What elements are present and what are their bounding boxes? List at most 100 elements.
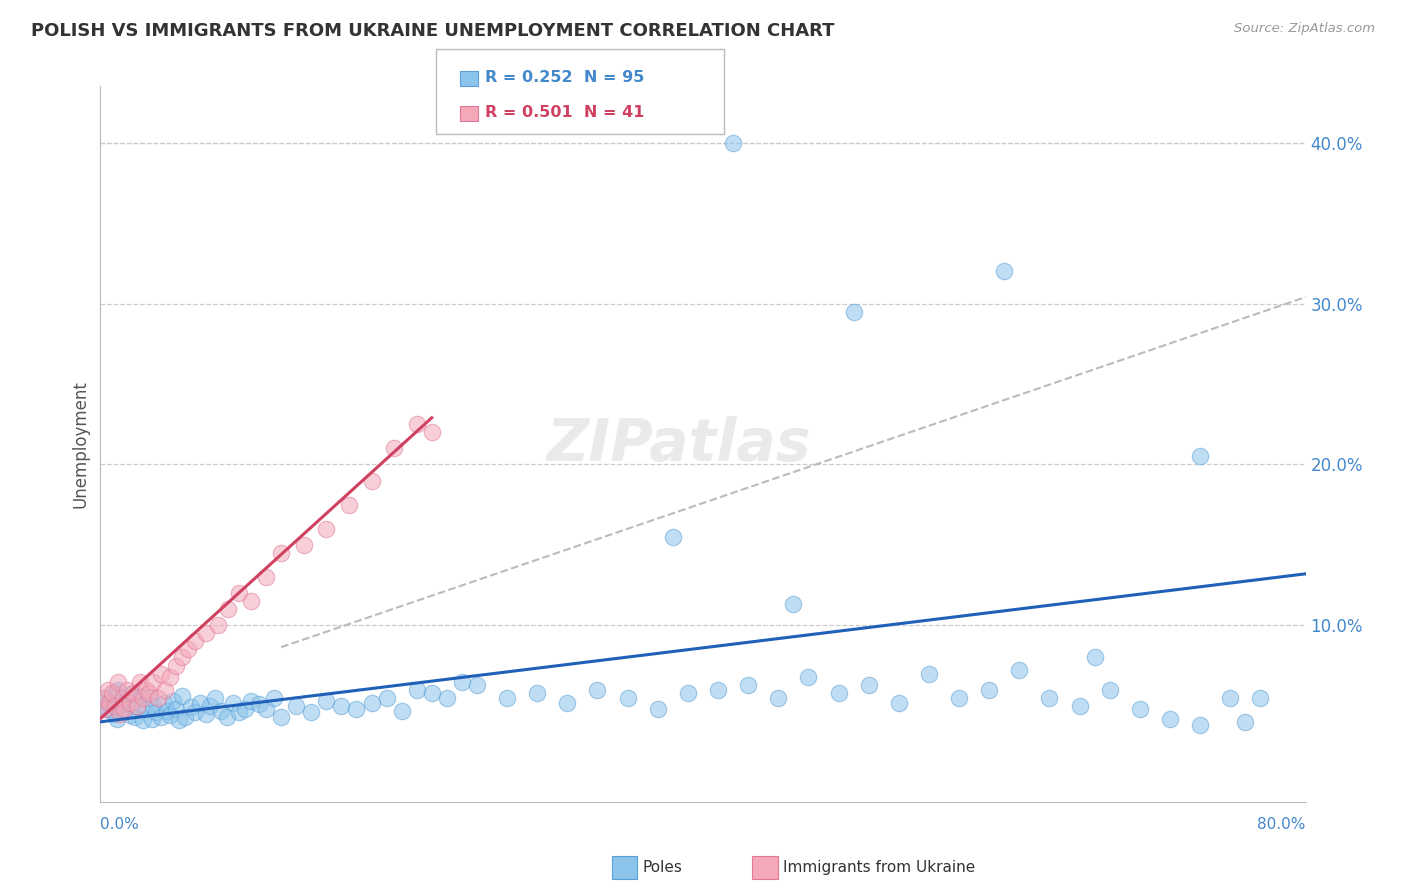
- Point: [1159, 712, 1181, 726]
- Point: [240, 694, 263, 708]
- Point: [114, 702, 136, 716]
- Point: [131, 713, 153, 727]
- Point: [721, 136, 744, 150]
- Point: [120, 708, 142, 723]
- Text: POLISH VS IMMIGRANTS FROM UKRAINE UNEMPLOYMENT CORRELATION CHART: POLISH VS IMMIGRANTS FROM UKRAINE UNEMPL…: [31, 22, 834, 40]
- Point: [993, 264, 1015, 278]
- Point: [152, 696, 174, 710]
- Point: [104, 686, 127, 700]
- Point: [120, 696, 142, 710]
- Point: [768, 690, 790, 705]
- Point: [948, 690, 970, 705]
- Point: [247, 697, 270, 711]
- Point: [647, 702, 669, 716]
- Point: [135, 682, 157, 697]
- Point: [159, 708, 181, 723]
- Text: ZIPatlas: ZIPatlas: [547, 416, 811, 473]
- Point: [159, 670, 181, 684]
- Point: [436, 690, 458, 705]
- Point: [451, 674, 474, 689]
- Point: [165, 658, 187, 673]
- Point: [586, 682, 609, 697]
- Point: [1008, 664, 1031, 678]
- Point: [207, 618, 229, 632]
- Point: [1098, 682, 1121, 697]
- Point: [138, 690, 160, 705]
- Point: [200, 698, 222, 713]
- Point: [616, 690, 638, 705]
- Point: [233, 702, 256, 716]
- Point: [98, 696, 121, 710]
- Point: [254, 570, 277, 584]
- Point: [100, 696, 122, 710]
- Point: [90, 690, 112, 705]
- Point: [97, 702, 120, 716]
- Point: [177, 642, 200, 657]
- Point: [111, 694, 134, 708]
- Point: [1189, 450, 1212, 464]
- Text: R = 0.252  N = 95: R = 0.252 N = 95: [485, 70, 644, 86]
- Point: [979, 682, 1001, 697]
- Point: [285, 698, 308, 713]
- Point: [129, 689, 152, 703]
- Point: [346, 702, 368, 716]
- Point: [194, 626, 217, 640]
- Point: [125, 698, 148, 713]
- Point: [270, 710, 292, 724]
- Point: [97, 682, 120, 697]
- Point: [375, 690, 398, 705]
- Point: [162, 694, 184, 708]
- Point: [188, 696, 211, 710]
- Point: [117, 697, 139, 711]
- Point: [1129, 702, 1152, 716]
- Point: [1084, 650, 1107, 665]
- Point: [209, 704, 232, 718]
- Point: [105, 712, 128, 726]
- Point: [382, 442, 405, 456]
- Point: [167, 713, 190, 727]
- Point: [782, 598, 804, 612]
- Text: 80.0%: 80.0%: [1257, 817, 1306, 831]
- Point: [1038, 690, 1060, 705]
- Point: [263, 690, 285, 705]
- Text: Source: ZipAtlas.com: Source: ZipAtlas.com: [1234, 22, 1375, 36]
- Point: [270, 546, 292, 560]
- Point: [142, 698, 165, 713]
- Point: [138, 686, 160, 700]
- Point: [107, 682, 129, 697]
- Point: [142, 674, 165, 689]
- Point: [131, 690, 153, 705]
- Y-axis label: Unemployment: Unemployment: [72, 380, 89, 508]
- Point: [240, 594, 263, 608]
- Point: [122, 686, 145, 700]
- Point: [156, 704, 179, 718]
- Point: [165, 702, 187, 716]
- Point: [128, 674, 150, 689]
- Point: [1069, 698, 1091, 713]
- Point: [842, 304, 865, 318]
- Point: [465, 678, 488, 692]
- Point: [707, 682, 730, 697]
- Point: [111, 690, 134, 705]
- Text: R = 0.501  N = 41: R = 0.501 N = 41: [485, 105, 644, 120]
- Point: [141, 712, 163, 726]
- Point: [108, 706, 131, 721]
- Point: [676, 686, 699, 700]
- Point: [149, 666, 172, 681]
- Point: [1249, 690, 1271, 705]
- Point: [391, 704, 413, 718]
- Point: [149, 710, 172, 724]
- Point: [170, 689, 193, 703]
- Point: [222, 696, 245, 710]
- Point: [101, 686, 124, 700]
- Point: [330, 698, 353, 713]
- Point: [526, 686, 548, 700]
- Point: [180, 700, 202, 714]
- Point: [405, 417, 427, 432]
- Point: [858, 678, 880, 692]
- Point: [135, 702, 157, 716]
- Point: [127, 700, 149, 714]
- Point: [103, 706, 125, 721]
- Point: [827, 686, 849, 700]
- Point: [194, 706, 217, 721]
